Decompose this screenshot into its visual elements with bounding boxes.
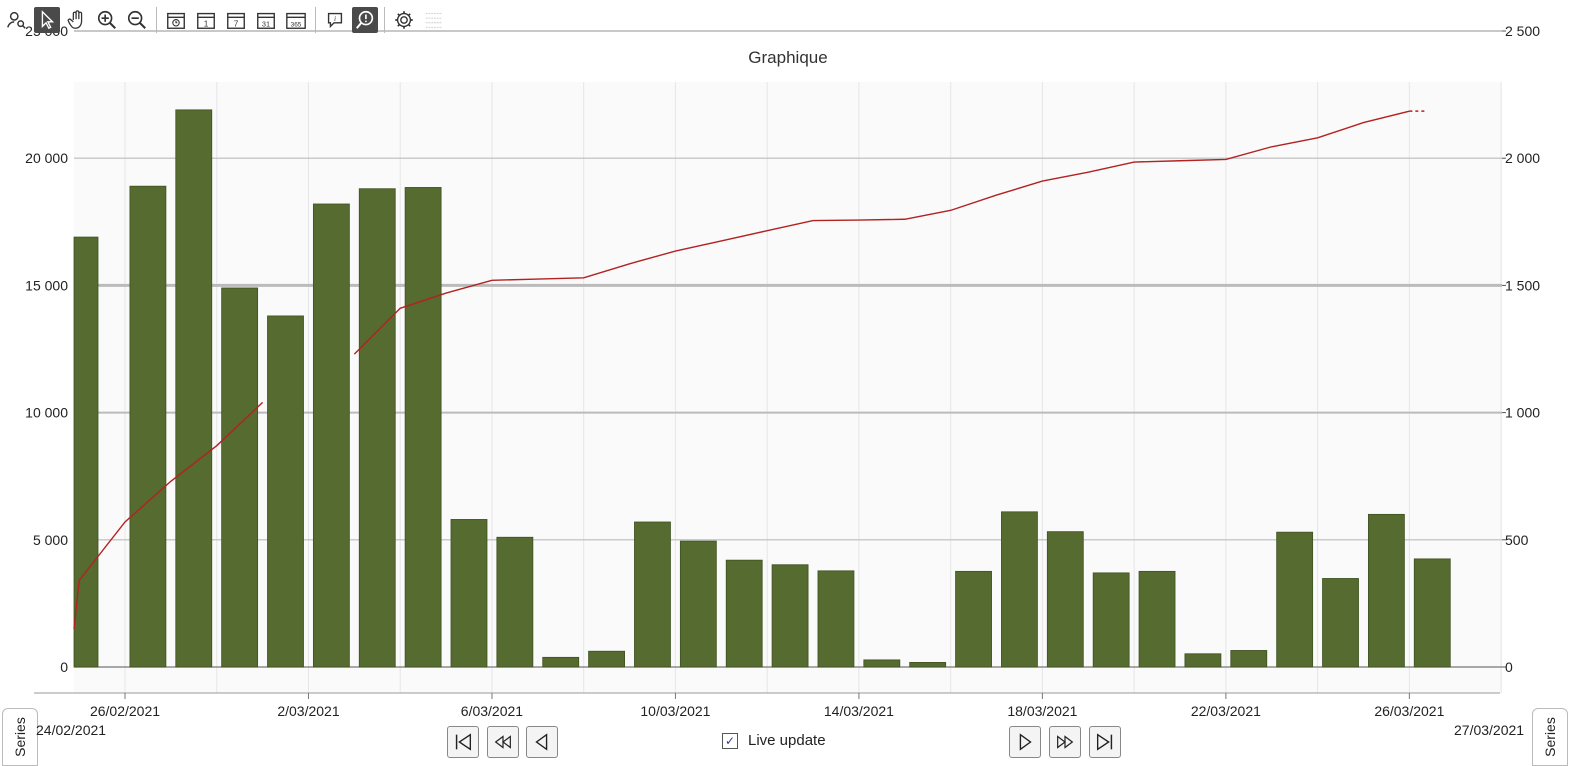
live-update-checkbox[interactable]: ✓ [722, 732, 738, 749]
range-end-label: 27/03/2021 [1454, 722, 1525, 738]
step-back-button[interactable] [526, 726, 558, 758]
bar [358, 188, 396, 668]
left-axis-tick-label: 5 000 [33, 532, 68, 548]
live-update-label: Live update [748, 732, 826, 749]
zoom-in-icon[interactable] [94, 7, 120, 33]
x-axis-tick-label: 10/03/2021 [640, 703, 710, 719]
series-tab-right[interactable]: Series [1532, 708, 1568, 766]
bar [1322, 578, 1359, 668]
step-forward-button[interactable] [1009, 726, 1041, 758]
bar [129, 185, 167, 668]
left-axis-tick-label: 15 000 [25, 277, 68, 293]
svg-text:365: 365 [291, 21, 302, 28]
left-axis-tick-label: 0 [60, 659, 68, 675]
series-tab-label: Series [12, 717, 28, 757]
bar [955, 570, 992, 668]
bar [588, 650, 625, 668]
svg-text:7: 7 [234, 19, 239, 28]
calendar-31-icon[interactable]: 31 [253, 7, 279, 33]
bar [725, 559, 763, 668]
series-tab-left[interactable]: Series [2, 708, 38, 766]
fast-rewind-icon [494, 735, 511, 749]
calendar-365-icon[interactable]: 365 [283, 7, 309, 33]
bar [1367, 513, 1405, 668]
skip-first-icon [455, 733, 472, 751]
calendar-clock-icon[interactable] [163, 7, 189, 33]
triangle-right-icon [1019, 733, 1032, 751]
bar [267, 315, 304, 668]
series-tab-label: Series [1542, 717, 1558, 757]
bar [312, 203, 350, 668]
bar [817, 570, 855, 668]
svg-text:1: 1 [204, 19, 209, 28]
svg-text:i: i [334, 14, 336, 23]
bar [450, 519, 488, 668]
bar [221, 287, 259, 668]
x-axis-tick-label: 6/03/2021 [461, 703, 523, 719]
left-axis-tick-label: 20 000 [25, 150, 68, 166]
chart-title: Graphique [748, 48, 828, 67]
right-axis-tick-label: 2 500 [1505, 23, 1540, 39]
x-axis-tick-label: 18/03/2021 [1007, 703, 1077, 719]
bar [1001, 511, 1038, 668]
bar [1046, 531, 1084, 668]
toolbar-separator [156, 7, 157, 33]
grid-lines-icon[interactable] [421, 7, 447, 33]
comment-info-icon[interactable]: i [322, 7, 348, 33]
person-search-icon[interactable] [4, 7, 30, 33]
left-axis-tick-label: 10 000 [25, 405, 68, 421]
go-first-button[interactable] [447, 726, 479, 758]
bar [1184, 653, 1222, 668]
bar [679, 540, 717, 668]
x-axis-tick-label: 22/03/2021 [1191, 703, 1261, 719]
bar [771, 564, 809, 668]
pan-hand-icon[interactable] [64, 7, 90, 33]
right-axis-tick-label: 1 000 [1505, 405, 1540, 421]
bar [73, 236, 99, 668]
bar [1138, 570, 1176, 668]
right-axis-tick-label: 1 500 [1505, 277, 1540, 293]
select-pointer-icon[interactable] [34, 7, 60, 33]
series-line [353, 110, 1410, 355]
fast-back-button[interactable] [487, 726, 519, 758]
skip-last-icon [1096, 733, 1113, 751]
bar [909, 662, 947, 668]
bar [175, 109, 213, 668]
gear-icon[interactable] [391, 7, 417, 33]
fast-forward-button[interactable] [1049, 726, 1081, 758]
right-axis-tick-label: 2 000 [1505, 150, 1540, 166]
bar [1230, 650, 1268, 668]
live-update-control[interactable]: ✓ Live update [722, 732, 826, 749]
search-alert-icon[interactable] [352, 7, 378, 33]
range-start-label: 24/02/2021 [36, 722, 107, 738]
calendar-1-icon[interactable]: 1 [193, 7, 219, 33]
right-axis-tick-label: 500 [1505, 532, 1529, 548]
svg-text:31: 31 [262, 19, 270, 28]
calendar-7-icon[interactable]: 7 [223, 7, 249, 33]
x-axis-tick-label: 26/03/2021 [1374, 703, 1444, 719]
bar [404, 187, 442, 668]
x-axis-tick-label: 14/03/2021 [824, 703, 894, 719]
bar [1092, 572, 1130, 668]
toolbar-separator [315, 7, 316, 33]
zoom-out-icon[interactable] [124, 7, 150, 33]
fast-forward-icon [1057, 735, 1074, 749]
right-axis-tick-label: 0 [1505, 659, 1513, 675]
toolbar-separator [384, 7, 385, 33]
go-last-button[interactable] [1089, 726, 1121, 758]
bar [1276, 531, 1314, 668]
bar [634, 521, 671, 668]
bar [1413, 558, 1451, 668]
x-axis-tick-label: 26/02/2021 [90, 703, 160, 719]
bar [863, 659, 901, 668]
chart-toolbar: 1 7 31 365 i [0, 2, 447, 38]
series-line [73, 401, 264, 629]
bar [542, 656, 580, 668]
bar [496, 536, 534, 668]
x-axis-tick-label: 2/03/2021 [277, 703, 339, 719]
triangle-left-icon [535, 733, 548, 751]
